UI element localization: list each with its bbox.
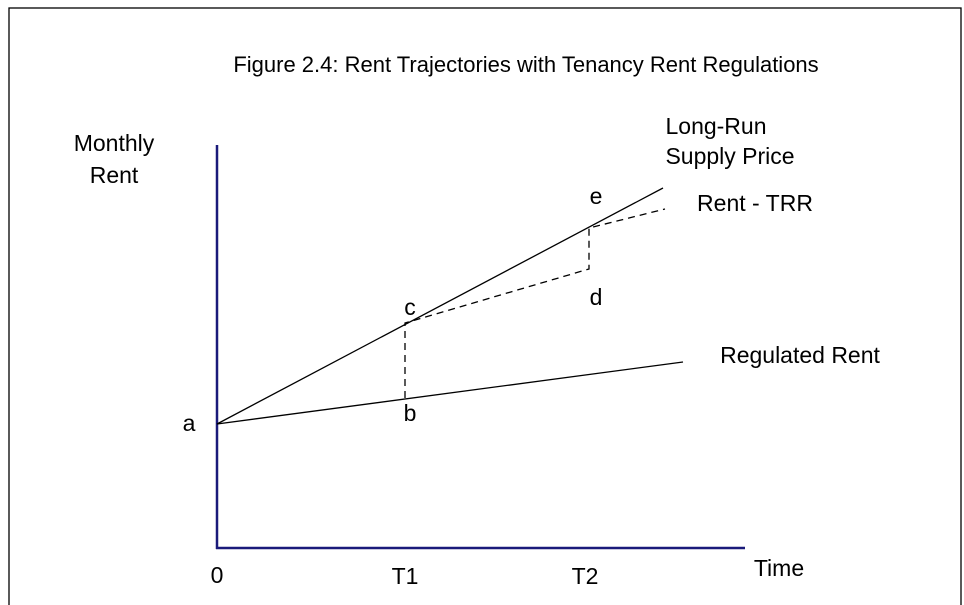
line-label: Regulated Rent <box>720 342 880 368</box>
x-label: Time <box>754 555 804 581</box>
y-label: Monthly <box>74 130 155 156</box>
trr-path <box>404 208 666 398</box>
point-label: e <box>590 183 603 209</box>
x-mark: T2 <box>572 563 599 589</box>
origin-label: 0 <box>211 562 224 588</box>
point-label: a <box>183 410 196 436</box>
point-label: b <box>404 400 417 426</box>
point-label: c <box>404 294 416 320</box>
line-label: Rent - TRR <box>697 190 813 216</box>
long-run-line <box>216 187 664 425</box>
line-label: Supply Price <box>665 143 794 169</box>
x-mark: T1 <box>392 563 419 589</box>
point-label: d <box>590 284 603 310</box>
y-label: Rent <box>90 162 139 188</box>
frame <box>8 7 962 605</box>
regulated-line <box>216 361 684 425</box>
line-label: Long-Run <box>665 113 766 139</box>
title: Figure 2.4: Rent Trajectories with Tenan… <box>233 52 818 77</box>
